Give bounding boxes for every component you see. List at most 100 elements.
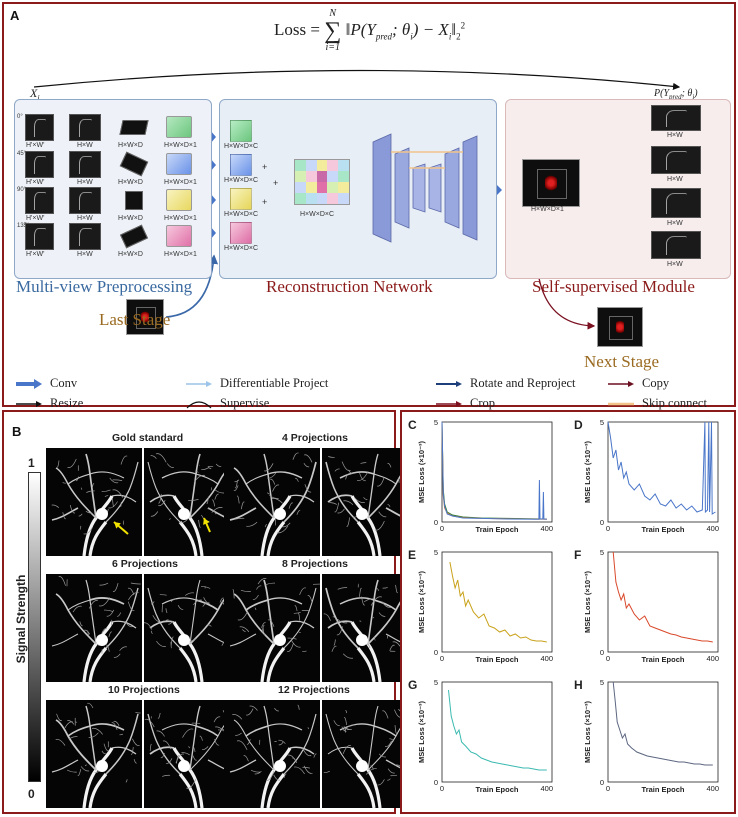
size-label: H×W	[667, 261, 683, 268]
x-tick-label: 400	[707, 784, 720, 793]
group-title: 8 Projections	[282, 558, 348, 570]
size-label: H×W×D	[118, 251, 143, 258]
size-label: H×W	[667, 220, 683, 227]
last-stage-title: Last Stage	[99, 310, 171, 329]
aneurysm-arrow-icon	[203, 517, 211, 533]
group-title: 10 Projections	[108, 684, 180, 696]
angle-label: 45°	[17, 151, 27, 157]
x-axis-title: Train Epoch	[642, 785, 685, 794]
cropped-volume	[166, 116, 192, 138]
size-label: H×W	[667, 132, 683, 139]
resized-thumbnail	[69, 151, 101, 178]
y-axis-title: MSE Loss (×10⁻³)	[417, 700, 426, 763]
group-title: 4 Projections	[282, 432, 348, 444]
plus-sign: +	[273, 178, 279, 188]
group-title: 12 Projections	[278, 684, 350, 696]
x-tick-label: 0	[440, 654, 444, 663]
angiogram-image	[224, 574, 320, 682]
x-i-label: Xi	[30, 86, 40, 103]
size-label: H×W×D×1	[164, 179, 197, 186]
x-tick-label: 0	[606, 784, 610, 793]
y-axis-title: MSE Loss (×10⁻³)	[583, 570, 592, 633]
panel-letter: H	[574, 678, 583, 692]
legend-resize: Resize	[16, 396, 83, 411]
y-axis-title: MSE Loss (×10⁻³)	[583, 440, 592, 503]
colorbar-title: Signal Strength	[14, 574, 28, 664]
cropped-volume	[166, 153, 192, 175]
size-label: H'×W'	[26, 179, 45, 186]
loss-chart-f: 0 5 0 400 Train Epoch MSE Loss (×10⁻³) F	[574, 548, 724, 673]
project-arrow-icon	[186, 380, 212, 387]
legend-supervise: Supervise	[186, 396, 269, 411]
angiogram-image	[46, 574, 142, 682]
angle-label: 90°	[17, 187, 27, 193]
reconstructed-volume	[522, 159, 580, 207]
colorbar-min: 0	[28, 787, 35, 801]
resize-arrow-icon	[16, 400, 42, 407]
panel-b: B 1 0 Signal Strength Gold standard 4 Pr…	[2, 410, 418, 814]
size-label: H×W	[77, 179, 93, 186]
projection-thumbnail	[25, 223, 54, 250]
y-axis-title: MSE Loss (×10⁻³)	[417, 440, 426, 503]
legend-rotate-reproject: Rotate and Reproject	[436, 376, 576, 391]
loss-series-line	[441, 421, 547, 520]
panel-letter: D	[574, 418, 583, 432]
plus-sign: +	[262, 162, 268, 172]
size-label: H×W	[77, 142, 93, 149]
conv-arrow-icon	[16, 378, 42, 389]
multi-view-preprocessing-title: Multi-view Preprocessing	[16, 277, 193, 296]
x-tick-label: 0	[606, 524, 610, 533]
panel-letter: B	[12, 424, 22, 439]
feature-cube	[230, 120, 252, 142]
aneurysm-arrow-icon	[113, 521, 129, 535]
size-label: H×W×D×1	[164, 142, 197, 149]
panel-letter: A	[10, 8, 20, 23]
cropped-volume	[166, 225, 192, 247]
chart-svg: 0 5 0 400 Train Epoch MSE Loss (×10⁻³)	[417, 678, 553, 794]
x-tick-label: 400	[541, 654, 554, 663]
y-axis-title: MSE Loss (×10⁻³)	[417, 570, 426, 633]
x-tick-label: 0	[606, 654, 610, 663]
y-tick-label: 5	[434, 678, 438, 687]
skip-connect-line-icon	[608, 402, 634, 405]
loss-chart-d: 0 5 0 400 Train Epoch MSE Loss (×10⁻³) D	[574, 418, 724, 543]
projected-view	[651, 105, 701, 131]
group-title: Gold standard	[112, 432, 184, 444]
size-label: H×W×D×C	[224, 177, 259, 184]
x-tick-label: 0	[440, 524, 444, 533]
reconstruction-network-title: Reconstruction Network	[266, 277, 433, 296]
chart-svg: 0 5 0 400 Train Epoch MSE Loss (×10⁻³)	[583, 678, 720, 794]
chart-svg: 0 5 0 400 Train Epoch MSE Loss (×10⁻³)	[583, 548, 719, 664]
legend-differentiable-project: Differentiable Project	[186, 376, 328, 391]
projection-thumbnail	[25, 114, 54, 141]
y-tick-label: 5	[434, 548, 438, 557]
x-axis-title: Train Epoch	[642, 655, 685, 664]
y-tick-label: 0	[434, 518, 438, 527]
size-label: H'×W'	[26, 215, 45, 222]
next-stage-title: Next Stage	[584, 352, 660, 371]
size-label: H×W×D×C	[300, 211, 335, 218]
self-supervised-module-title: Self-supervised Module	[532, 277, 695, 296]
legend-conv: Conv	[16, 376, 77, 391]
size-label: H×W×D	[118, 215, 143, 222]
loss-series-line	[448, 689, 547, 771]
volume-cube	[125, 191, 143, 210]
plot-frame	[441, 551, 553, 653]
size-label: H×W	[77, 215, 93, 222]
size-label: H×W×D×C	[224, 211, 259, 218]
crop-arrow-icon	[436, 400, 462, 407]
size-label: H×W×D	[118, 179, 143, 186]
legend-copy: Copy	[608, 376, 669, 391]
resized-thumbnail	[69, 223, 101, 250]
projected-view	[651, 231, 701, 259]
supervise-arc-icon	[186, 400, 212, 408]
prediction-label: P(Ypred; θi)	[654, 88, 698, 101]
angle-label: 135°	[17, 223, 30, 229]
y-tick-label: 5	[600, 418, 604, 427]
plot-frame	[441, 421, 553, 523]
loss-chart-g: 0 5 0 400 Train Epoch MSE Loss (×10⁻³) G	[408, 678, 558, 803]
loss-chart-c: 0 5 0 400 Train Epoch MSE Loss (×10⁻³) C	[408, 418, 558, 543]
group-title: 6 Projections	[112, 558, 178, 570]
signal-colorbar	[28, 472, 41, 782]
chart-svg: 0 5 0 400 Train Epoch MSE Loss (×10⁻³)	[417, 548, 554, 664]
